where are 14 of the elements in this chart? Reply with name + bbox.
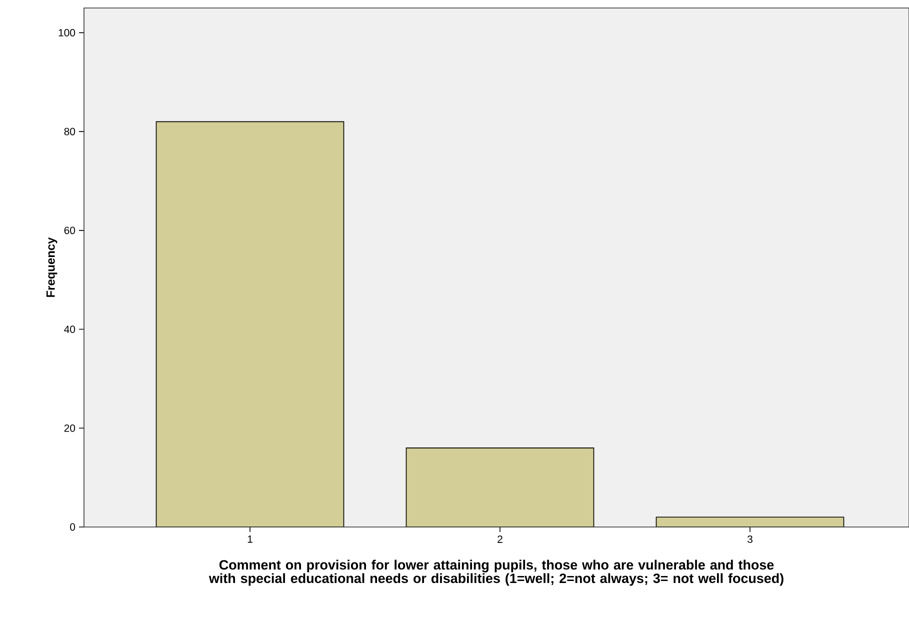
y-tick-label: 40 <box>64 326 76 333</box>
y-tick-label: 100 <box>58 29 76 36</box>
bar <box>656 516 844 527</box>
y-tick-label: 20 <box>64 424 76 432</box>
bar <box>156 122 344 527</box>
x-tick-label: 3 <box>747 536 752 543</box>
x-tick-label: 1 <box>248 536 252 543</box>
x-tick-label: 2 <box>498 536 502 543</box>
bar <box>406 448 594 527</box>
y-tick-label: 0 <box>70 523 76 531</box>
y-axis-title: Frequency <box>46 237 58 297</box>
x-axis-title: Comment on provision for lower attaining pupils, those who are vulnerable and those with special educational needs or disabilities (1=well; 2=not always; 3= not well focused) <box>208 560 784 586</box>
y-tick-label: 80 <box>64 128 76 136</box>
y-tick-label: 60 <box>64 226 76 234</box>
